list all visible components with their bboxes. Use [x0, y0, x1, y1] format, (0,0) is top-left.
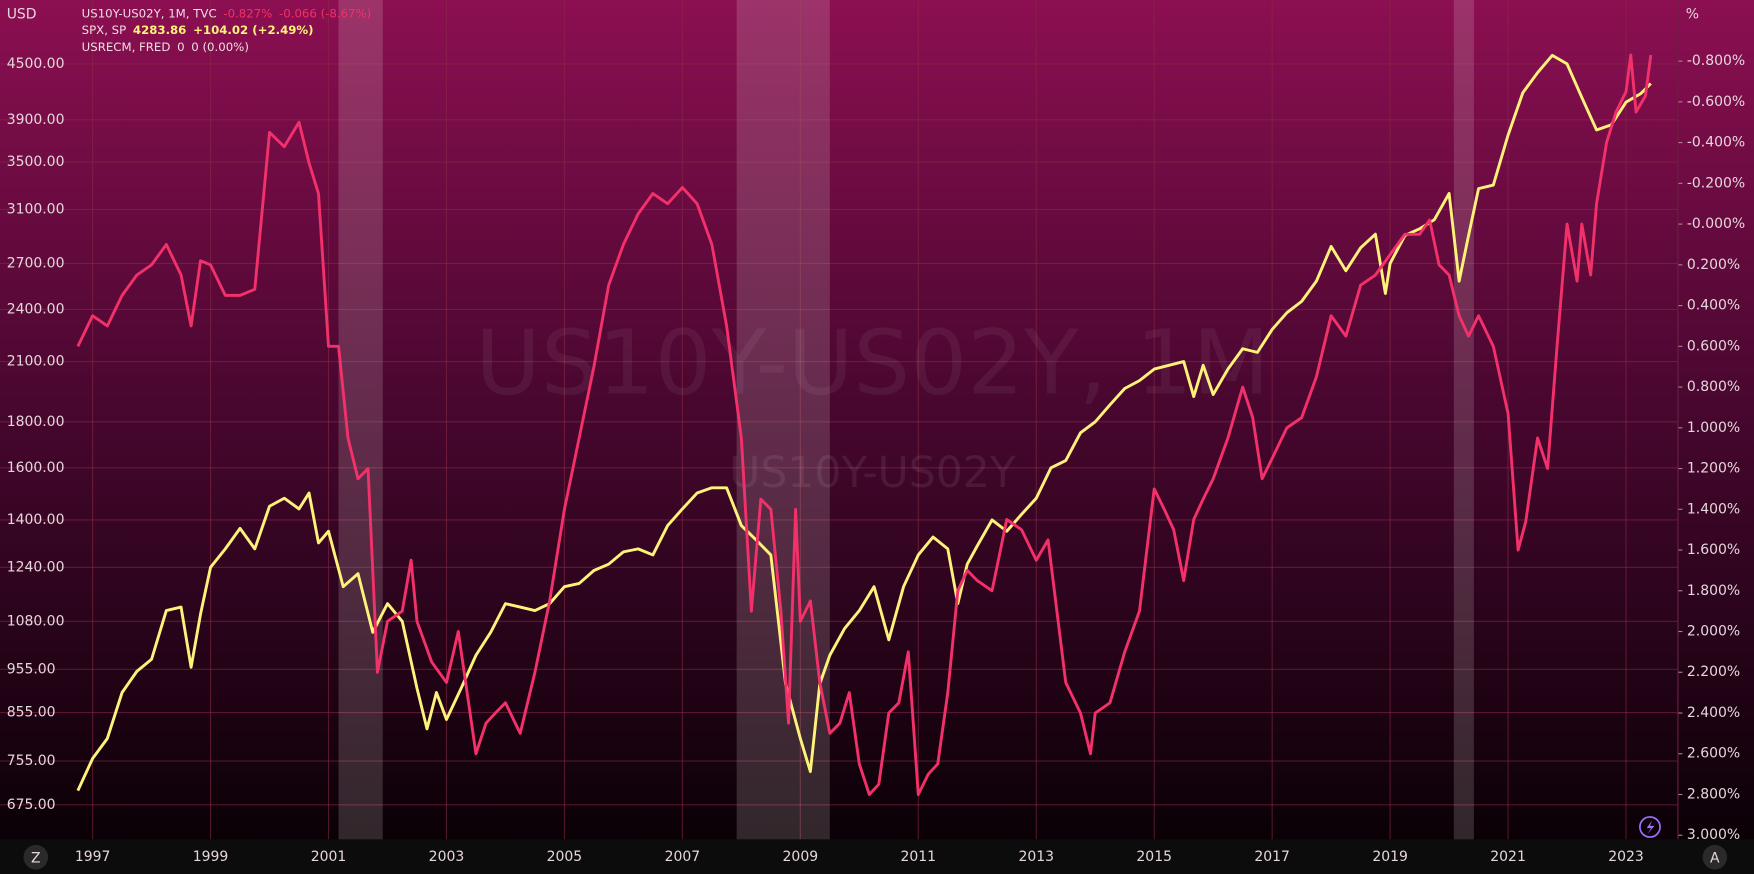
x-tick-label: 2015	[1136, 849, 1172, 865]
legend-name: SPX, SP	[82, 23, 127, 37]
series-line	[76, 53, 1653, 796]
y2-tick-label: 2.000%	[1687, 624, 1740, 640]
grid	[0, 0, 1678, 840]
y-tick-label: 3500.00	[7, 154, 65, 170]
x-tick-label: 2009	[783, 849, 819, 865]
watermark-sub: US10Y-US02Y	[729, 449, 1017, 498]
y2-tick-label: 1.600%	[1687, 542, 1740, 558]
y2-tick-label: 1.200%	[1687, 461, 1740, 477]
x-tick-label: 2011	[901, 849, 937, 865]
y-tick-label: 1800.00	[7, 414, 65, 430]
y2-tick-label: 0.400%	[1687, 298, 1740, 314]
legend-value: 4283.86	[133, 23, 186, 37]
series-line	[76, 53, 1652, 792]
y-tick-label: 1600.00	[7, 460, 65, 476]
y-tick-label: 2100.00	[7, 354, 65, 370]
x-tick-label: 2005	[547, 849, 583, 865]
legend-change: 0 (0.00%)	[191, 39, 249, 53]
y-tick-label: 675.00	[7, 797, 56, 813]
alert-icon-bolt[interactable]	[1646, 820, 1655, 834]
y2-tick-label: 2.200%	[1687, 664, 1740, 680]
x-tick-label: 2007	[665, 849, 701, 865]
y-tick-label: 1240.00	[7, 559, 65, 575]
time-axis-strip	[0, 839, 1754, 874]
legend-value: -0.827%	[223, 6, 272, 20]
alert-icon[interactable]	[1639, 816, 1661, 838]
legend-value: 0	[177, 39, 184, 53]
z-button[interactable]: Z	[23, 844, 49, 870]
plot-lines	[76, 53, 1653, 796]
legend: US10Y-US02Y, 1M, TVC -0.827% -0.066 (-8.67…	[82, 6, 372, 54]
y-tick-label: 1400.00	[7, 512, 65, 528]
recession-band	[1453, 0, 1474, 840]
x-tick-label: 1997	[75, 849, 111, 865]
legend-entry: US10Y-US02Y, 1M, TVC -0.827% -0.066 (-8.67…	[82, 6, 372, 20]
a-button-bg[interactable]	[1702, 844, 1728, 870]
y2-tick-label: 1.800%	[1687, 583, 1740, 599]
y2-tick-label: 2.400%	[1687, 705, 1740, 721]
y2-tick-label: 0.200%	[1687, 257, 1740, 273]
y2-tick-label: 0.600%	[1687, 338, 1740, 354]
y-tick-label: 2400.00	[7, 301, 65, 317]
y2-tick-label: 1.000%	[1687, 420, 1740, 436]
a-button-label[interactable]: A	[1710, 850, 1720, 866]
y2-tick-label: -0.000%	[1687, 216, 1745, 232]
y2-tick-label: -0.600%	[1687, 94, 1745, 110]
left-axis-unit: USD	[7, 7, 37, 23]
y-tick-label: 1080.00	[7, 613, 65, 629]
axes: 1997 1999 2001 2003 2005 2007 2009 2011 2013 2015…	[7, 0, 1745, 865]
y2-tick-label: 1.400%	[1687, 501, 1740, 517]
legend-name: US10Y-US02Y, 1M, TVC	[82, 6, 217, 20]
x-tick-label: 2021	[1490, 849, 1526, 865]
x-tick-label: 2013	[1018, 849, 1054, 865]
legend-name: USRECM, FRED	[82, 39, 171, 53]
y-tick-label: 3900.00	[7, 112, 65, 128]
x-tick-label: 1999	[193, 849, 229, 865]
legend-change: -0.066 (-8.67%)	[279, 6, 371, 20]
y-tick-label: 755.00	[7, 753, 56, 769]
legend-change: +104.02 (+2.49%)	[193, 23, 313, 37]
z-button-label[interactable]: Z	[31, 850, 41, 866]
legend-entry: USRECM, FRED 0 0 (0.00%)	[82, 39, 249, 53]
y2-tick-label: 2.800%	[1687, 786, 1740, 802]
x-tick-label: 2003	[429, 849, 465, 865]
y2-tick-label: -0.400%	[1687, 135, 1745, 151]
a-button[interactable]: A	[1702, 844, 1728, 870]
y2-tick-label: 2.600%	[1687, 746, 1740, 762]
legend-entry: SPX, SP 4283.86 +104.02 (+2.49%)	[82, 23, 314, 37]
y-tick-label: 955.00	[7, 661, 56, 677]
y2-tick-label: -0.200%	[1687, 175, 1745, 191]
alert-icon-ring[interactable]	[1639, 816, 1661, 838]
x-tick-label: 2019	[1372, 849, 1408, 865]
y-tick-label: 3100.00	[7, 201, 65, 217]
y-tick-label: 855.00	[7, 705, 56, 721]
y2-tick-label: 3.000%	[1687, 827, 1740, 843]
x-tick-label: 2001	[311, 849, 347, 865]
y-tick-label: 2700.00	[7, 255, 65, 271]
right-axis-unit: %	[1686, 7, 1699, 23]
y-tick-label: 4500.00	[7, 56, 65, 72]
y2-tick-label: 0.800%	[1687, 379, 1740, 395]
x-tick-label: 2023	[1608, 849, 1644, 865]
watermark: US10Y-US02Y, 1M	[475, 312, 1269, 416]
x-tick-label: 2017	[1254, 849, 1290, 865]
recession-band	[736, 0, 830, 840]
y2-tick-label: -0.800%	[1687, 53, 1745, 69]
z-button-bg[interactable]	[23, 844, 49, 870]
